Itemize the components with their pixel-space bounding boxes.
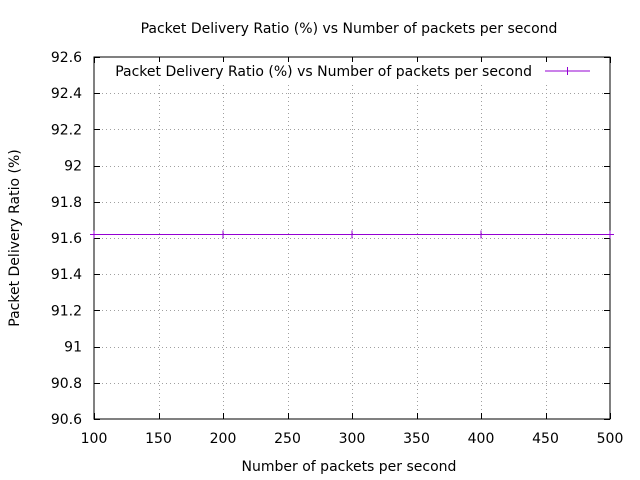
y-tick-label: 92.6: [51, 50, 82, 66]
y-axis-tick-labels: 90.6 90.8 91 91.2 91.4 91.6 91.8 92 92.2 92.4 92.6: [51, 50, 82, 428]
y-tick-label: 91.8: [51, 195, 82, 211]
y-tick-label: 90.8: [51, 376, 82, 392]
x-axis-label: Number of packets per second: [242, 459, 457, 475]
legend: Packet Delivery Ratio (%) vs Number of p…: [100, 62, 598, 82]
legend-label: Packet Delivery Ratio (%) vs Number of p…: [115, 64, 532, 80]
y-tick-label: 92: [64, 159, 82, 175]
data-point: [219, 230, 227, 239]
y-tick-label: 90.6: [51, 412, 82, 428]
series-layer: [90, 230, 614, 239]
x-tick-label: 250: [274, 431, 301, 447]
y-tick-label: 92.4: [51, 86, 82, 102]
data-point: [348, 230, 356, 239]
y-tick-label: 91: [64, 340, 82, 356]
x-tick-label: 100: [81, 431, 108, 447]
data-point: [90, 230, 98, 239]
y-tick-label: 91.6: [51, 231, 82, 247]
x-tick-label: 450: [532, 431, 559, 447]
x-axis-tick-labels: 100 150 200 250 300 350 400 450 500: [81, 431, 624, 447]
y-axis-label: Packet Delivery Ratio (%): [7, 149, 23, 326]
x-tick-label: 150: [145, 431, 172, 447]
y-tick-label: 92.2: [51, 122, 82, 138]
y-tick-label: 91.2: [51, 303, 82, 319]
chart-title: Packet Delivery Ratio (%) vs Number of p…: [141, 21, 558, 37]
data-point: [477, 230, 485, 239]
data-point: [606, 230, 614, 239]
y-tick-label: 91.4: [51, 267, 82, 283]
x-tick-label: 200: [210, 431, 237, 447]
legend-background: [100, 62, 598, 82]
x-tick-label: 350: [403, 431, 430, 447]
x-tick-label: 300: [339, 431, 366, 447]
x-tick-label: 500: [597, 431, 624, 447]
x-tick-label: 400: [468, 431, 495, 447]
